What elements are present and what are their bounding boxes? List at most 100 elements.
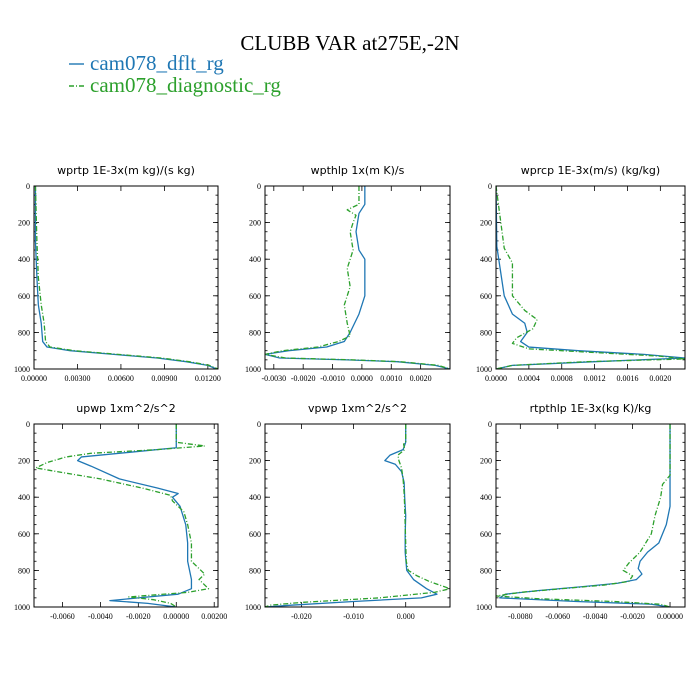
y-tick-label: 400 bbox=[480, 493, 492, 502]
y-tick-label: 400 bbox=[18, 493, 30, 502]
y-tick-label: 200 bbox=[18, 219, 30, 228]
chart-panel: vpwp 1xm^2/s^2 0 200 400 600 800 1000 -0.020 -0.… bbox=[245, 402, 451, 621]
chart-panel: wpthlp 1x(m K)/s 0 200 400 600 800 1000-0.0030… bbox=[245, 164, 451, 383]
x-tick-label: 0.0000 bbox=[351, 374, 373, 383]
y-tick-label: 0 bbox=[488, 182, 492, 191]
panel-frame bbox=[495, 185, 686, 370]
chart-panel: upwp 1xm^2/s^2 0 200 400 600 800 1000 -0.0060 -0… bbox=[14, 402, 227, 621]
x-tick-label: 0.0016 bbox=[616, 374, 638, 383]
y-tick-label: 1000 bbox=[245, 603, 261, 612]
x-tick-label: -0.010 bbox=[343, 612, 364, 621]
chart-panel: wprcp 1E-3x(m/s) (kg/kg) 0 200 400 600 800 100… bbox=[476, 164, 686, 383]
y-tick-label: 1000 bbox=[14, 365, 30, 374]
y-tick-label: 200 bbox=[480, 457, 492, 466]
series-line-diagnostic bbox=[496, 424, 671, 607]
x-tick-label: 0.0008 bbox=[551, 374, 573, 383]
panel-frame bbox=[264, 423, 451, 608]
x-tick-label: 0.00600 bbox=[108, 374, 134, 383]
x-tick-label: 0.00000 bbox=[21, 374, 47, 383]
panel-title: wpthlp 1x(m K)/s bbox=[311, 164, 405, 177]
x-tick-label: -0.0030 bbox=[261, 374, 286, 383]
legend-label-dflt: cam078_dflt_rg bbox=[90, 51, 224, 75]
panel-title: vpwp 1xm^2/s^2 bbox=[308, 402, 407, 415]
y-tick-label: 600 bbox=[480, 292, 492, 301]
y-tick-label: 600 bbox=[480, 530, 492, 539]
panels: wprtp 1E-3x(m kg)/(s kg) 0 200 400 600 800 100… bbox=[14, 164, 686, 621]
y-tick-label: 400 bbox=[249, 255, 261, 264]
y-tick-label: 0 bbox=[257, 420, 261, 429]
panel-title: wprtp 1E-3x(m kg)/(s kg) bbox=[57, 164, 195, 177]
y-tick-label: 1000 bbox=[245, 365, 261, 374]
panel-frame bbox=[264, 185, 451, 370]
panel-title: wprcp 1E-3x(m/s) (kg/kg) bbox=[521, 164, 660, 177]
series-line-dflt bbox=[34, 186, 217, 369]
y-tick-label: 0 bbox=[26, 420, 30, 429]
y-tick-label: 600 bbox=[18, 530, 30, 539]
series-line-dflt bbox=[496, 186, 685, 369]
x-tick-label: 0.0010 bbox=[380, 374, 402, 383]
panel-frame bbox=[33, 423, 219, 608]
x-tick-label: 0.0000 bbox=[485, 374, 507, 383]
y-tick-label: 0 bbox=[26, 182, 30, 191]
x-tick-label: 0.0020 bbox=[649, 374, 671, 383]
panel-title: rtpthlp 1E-3x(kg K)/kg bbox=[530, 402, 652, 415]
x-tick-label: 0.00000 bbox=[163, 612, 189, 621]
y-tick-label: 1000 bbox=[476, 603, 492, 612]
x-tick-label: -0.0040 bbox=[88, 612, 113, 621]
y-tick-label: 600 bbox=[249, 530, 261, 539]
y-tick-label: 800 bbox=[480, 566, 492, 575]
y-tick-label: 400 bbox=[249, 493, 261, 502]
x-tick-label: -0.0080 bbox=[508, 612, 533, 621]
y-tick-label: 0 bbox=[257, 182, 261, 191]
y-tick-label: 200 bbox=[480, 219, 492, 228]
y-tick-label: 200 bbox=[18, 457, 30, 466]
y-tick-label: 600 bbox=[249, 292, 261, 301]
x-tick-label: -0.020 bbox=[291, 612, 312, 621]
y-tick-label: 800 bbox=[249, 566, 261, 575]
x-tick-label: 0.00200 bbox=[201, 612, 227, 621]
x-tick-label: 0.0004 bbox=[518, 374, 540, 383]
y-tick-label: 200 bbox=[249, 457, 261, 466]
series-line-dflt bbox=[76, 424, 193, 607]
legend-label-diagnostic: cam078_diagnostic_rg bbox=[90, 73, 281, 97]
series-line-diagnostic bbox=[265, 186, 450, 369]
series-line-diagnostic bbox=[34, 186, 218, 369]
y-tick-label: 1000 bbox=[476, 365, 492, 374]
x-tick-label: 0.00300 bbox=[64, 374, 90, 383]
y-tick-label: 400 bbox=[480, 255, 492, 264]
y-tick-label: 600 bbox=[18, 292, 30, 301]
y-tick-label: 800 bbox=[18, 566, 30, 575]
panel-title: upwp 1xm^2/s^2 bbox=[76, 402, 176, 415]
chart-panel: wprtp 1E-3x(m kg)/(s kg) 0 200 400 600 800 100… bbox=[14, 164, 221, 383]
series-line-dflt bbox=[499, 424, 671, 607]
x-tick-label: -0.0020 bbox=[126, 612, 151, 621]
x-tick-label: 0.0020 bbox=[410, 374, 432, 383]
x-tick-label: 0.00900 bbox=[151, 374, 177, 383]
x-tick-label: 0.00000 bbox=[657, 612, 683, 621]
y-tick-label: 0 bbox=[488, 420, 492, 429]
y-tick-label: 1000 bbox=[14, 603, 30, 612]
x-tick-label: -0.0060 bbox=[50, 612, 75, 621]
x-tick-label: -0.0060 bbox=[545, 612, 570, 621]
x-tick-label: 0.0012 bbox=[584, 374, 606, 383]
series-line-diagnostic bbox=[265, 424, 450, 607]
figure-title: CLUBB VAR at275E,-2N bbox=[240, 31, 459, 55]
x-tick-label: -0.0010 bbox=[320, 374, 345, 383]
x-tick-label: -0.0040 bbox=[583, 612, 608, 621]
y-tick-label: 800 bbox=[480, 328, 492, 337]
series-line-diagnostic bbox=[496, 186, 685, 369]
series-line-diagnostic bbox=[35, 424, 210, 607]
x-tick-label: 0.000 bbox=[397, 612, 415, 621]
y-tick-label: 800 bbox=[249, 328, 261, 337]
panel-frame bbox=[33, 185, 219, 370]
x-tick-label: 0.01200 bbox=[195, 374, 221, 383]
panel-frame bbox=[495, 423, 686, 608]
x-tick-label: -0.0020 bbox=[620, 612, 645, 621]
y-tick-label: 400 bbox=[18, 255, 30, 264]
series-line-dflt bbox=[265, 186, 450, 369]
y-tick-label: 200 bbox=[249, 219, 261, 228]
series-line-dflt bbox=[265, 424, 438, 607]
chart-panel: rtpthlp 1E-3x(kg K)/kg 0 200 400 600 800 1000 -… bbox=[476, 402, 686, 621]
legend: cam078_dflt_rg cam078_diagnostic_rg bbox=[69, 51, 281, 97]
